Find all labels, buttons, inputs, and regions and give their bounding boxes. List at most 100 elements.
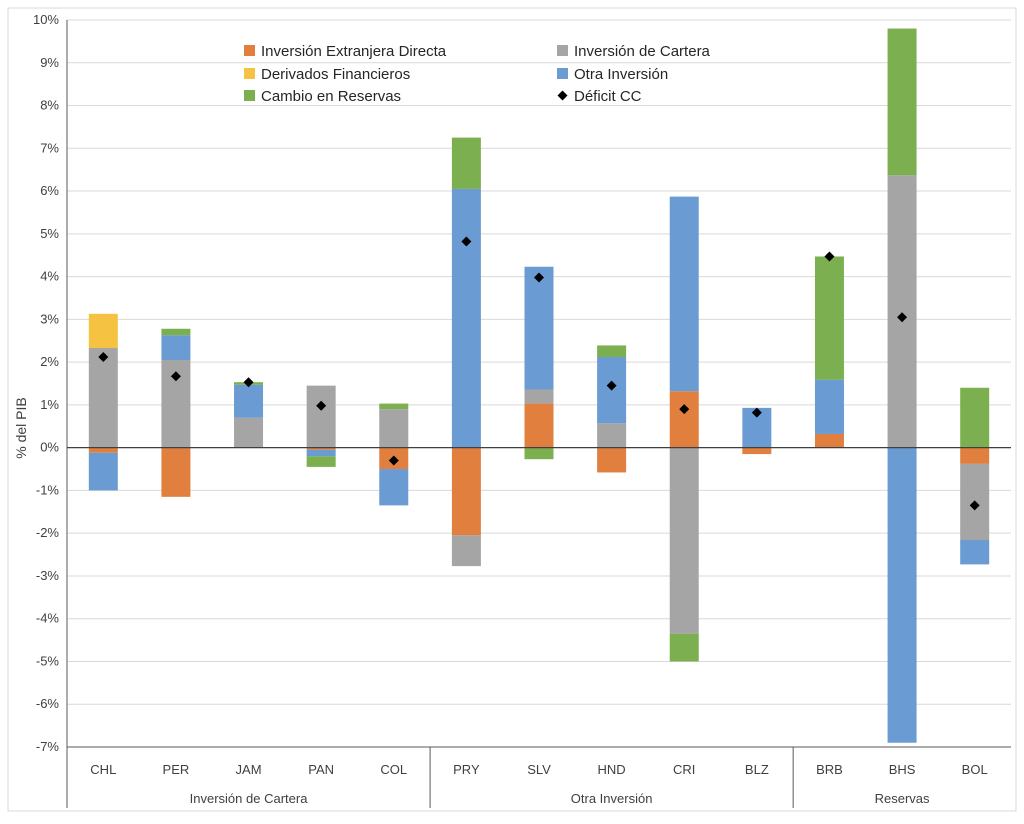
bar-segment bbox=[88, 447, 118, 453]
x-tick-label: COL bbox=[380, 762, 407, 777]
bar-segment bbox=[379, 409, 409, 448]
bar-segment bbox=[306, 447, 336, 450]
bar-segment bbox=[161, 447, 191, 497]
deficit-marker bbox=[243, 377, 254, 388]
y-tick-label: -5% bbox=[36, 653, 60, 668]
bar-segment bbox=[88, 452, 118, 491]
x-tick-label: CRI bbox=[673, 762, 695, 777]
bar-segment bbox=[88, 313, 118, 349]
bar-segment bbox=[597, 423, 627, 448]
x-tick-label: BRB bbox=[816, 762, 843, 777]
y-axis-label: % del PIB bbox=[13, 397, 29, 458]
y-tick-label: 6% bbox=[40, 183, 59, 198]
bar-segment bbox=[887, 447, 917, 743]
group-label: Inversión de Cartera bbox=[190, 791, 309, 806]
bar-segment bbox=[524, 403, 554, 448]
legend-label: Cambio en Reservas bbox=[261, 88, 401, 105]
x-tick-label: HND bbox=[598, 762, 626, 777]
bar-segment bbox=[379, 469, 409, 506]
bar-segment bbox=[524, 447, 554, 460]
bar-segment bbox=[379, 403, 409, 410]
axes-layer: -7% -6% -5% -4% -3% -2% -1% 0% 1% 2% 3% 4% 5% 6% 7% 8% 9… bbox=[33, 12, 1011, 808]
legend-swatch bbox=[244, 45, 255, 56]
deficit-marker bbox=[534, 272, 544, 283]
markers-layer bbox=[98, 236, 980, 511]
bar-segment bbox=[306, 449, 336, 457]
bar-segment bbox=[524, 266, 554, 390]
x-tick-label: PRY bbox=[453, 762, 480, 777]
bar-segment bbox=[597, 447, 627, 473]
bar-segment bbox=[742, 447, 772, 455]
legend-label: Inversión Extranjera Directa bbox=[261, 43, 447, 60]
bar-segment bbox=[306, 385, 336, 448]
bar-segment bbox=[451, 137, 481, 189]
y-tick-label: -7% bbox=[36, 739, 60, 754]
deficit-marker bbox=[751, 407, 762, 418]
group-label: Otra Inversión bbox=[571, 791, 653, 806]
x-tick-label: SLV bbox=[527, 762, 551, 777]
y-tick-label: -2% bbox=[36, 525, 60, 540]
legend-label: Derivados Financieros bbox=[261, 66, 410, 83]
y-tick-label: -1% bbox=[36, 482, 60, 497]
y-tick-label: 0% bbox=[40, 440, 59, 455]
deficit-marker bbox=[679, 404, 690, 415]
y-tick-label: 5% bbox=[40, 226, 59, 241]
bar-segment bbox=[451, 188, 481, 448]
x-tick-label: BLZ bbox=[745, 762, 769, 777]
legend-swatch bbox=[244, 68, 255, 79]
x-tick-label: CHL bbox=[90, 762, 116, 777]
bar-segment bbox=[814, 433, 844, 448]
group-label: Reservas bbox=[875, 791, 930, 806]
deficit-marker bbox=[98, 351, 109, 362]
y-tick-label: 9% bbox=[40, 55, 59, 70]
deficit-marker bbox=[388, 455, 399, 466]
deficit-marker bbox=[606, 380, 617, 391]
chart-border bbox=[7, 7, 1017, 812]
x-tick-label: BOL bbox=[962, 762, 988, 777]
deficit-marker bbox=[461, 236, 472, 247]
bar-segment bbox=[597, 345, 627, 357]
bar-segment bbox=[234, 417, 264, 448]
y-tick-label: 3% bbox=[40, 311, 59, 326]
bar-segment bbox=[960, 540, 990, 565]
bar-segment bbox=[451, 447, 481, 536]
y-tick-label: 2% bbox=[40, 354, 59, 369]
bar-segment bbox=[960, 387, 990, 448]
bar-segment bbox=[524, 389, 554, 404]
y-tick-label: 1% bbox=[40, 397, 59, 412]
deficit-marker bbox=[897, 312, 908, 323]
y-tick-label: -3% bbox=[36, 568, 60, 583]
bar-segment bbox=[669, 391, 699, 448]
bar-segment bbox=[887, 175, 917, 448]
bar-segment bbox=[234, 384, 264, 418]
deficit-marker bbox=[824, 251, 835, 262]
bar-segment bbox=[669, 447, 699, 634]
bar-segment bbox=[814, 256, 844, 380]
gridlines bbox=[67, 19, 1011, 748]
bar-segment bbox=[161, 335, 191, 360]
legend-swatch bbox=[557, 45, 568, 56]
legend-label: Déficit CC bbox=[574, 88, 642, 105]
x-tick-label: BHS bbox=[889, 762, 916, 777]
legend: Inversión Extranjera Directa Inversión de… bbox=[244, 43, 711, 105]
x-tick-label: PER bbox=[163, 762, 190, 777]
y-tick-label: -6% bbox=[36, 696, 60, 711]
x-tick-label: PAN bbox=[308, 762, 334, 777]
legend-swatch bbox=[557, 90, 568, 101]
bar-segment bbox=[669, 633, 699, 662]
bar-segment bbox=[669, 196, 699, 392]
y-tick-label: 7% bbox=[40, 140, 59, 155]
legend-label: Otra Inversión bbox=[574, 66, 668, 83]
deficit-marker bbox=[316, 400, 327, 411]
y-tick-label: -4% bbox=[36, 611, 60, 626]
legend-swatch bbox=[557, 68, 568, 79]
bar-segment bbox=[451, 535, 481, 567]
bar-segment bbox=[960, 447, 990, 464]
deficit-marker bbox=[170, 371, 181, 382]
bar-segment bbox=[814, 379, 844, 434]
bar-segment bbox=[306, 456, 336, 467]
legend-label: Inversión de Cartera bbox=[574, 43, 711, 60]
bar-segment bbox=[88, 348, 118, 448]
x-tick-label: JAM bbox=[236, 762, 262, 777]
